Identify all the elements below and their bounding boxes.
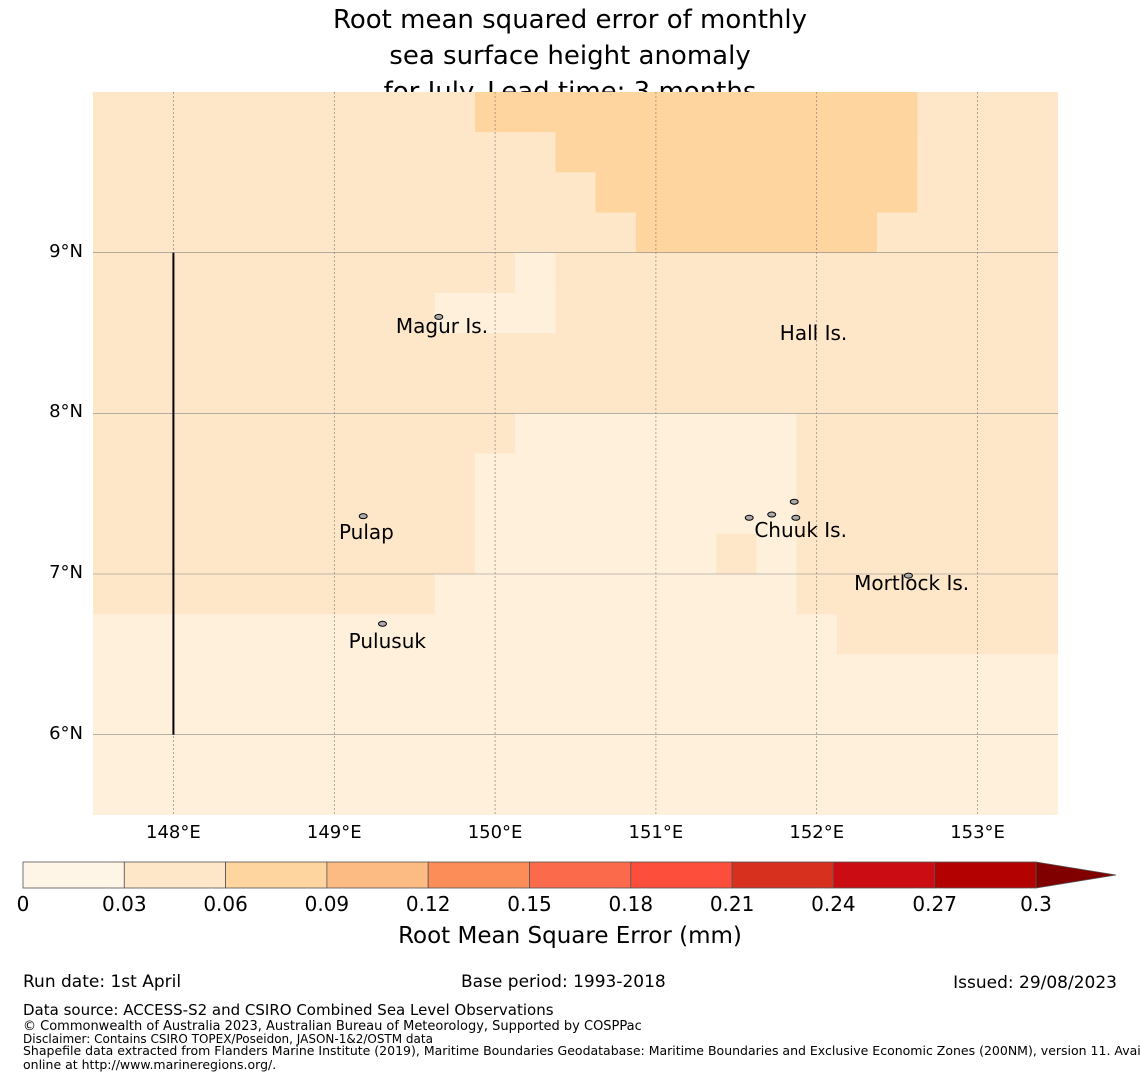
field-cell-mid — [716, 533, 757, 574]
title-line-1: Root mean squared error of monthly — [332, 5, 808, 35]
colorbar-segment — [123, 861, 227, 889]
colorbar-segment — [427, 861, 530, 889]
colorbar-segment — [934, 861, 1037, 889]
colorbar-segment — [731, 861, 834, 889]
colorbar-tick-label: 0.24 — [811, 892, 856, 916]
title-line-2: sea surface height anomaly — [389, 41, 751, 71]
colorbar-tick-label: 0.15 — [507, 892, 552, 916]
colorbar-tick-label: 0.21 — [709, 892, 755, 916]
island-outline — [767, 511, 777, 518]
colorbar-tick-label: 0.27 — [912, 892, 957, 916]
place-label: Pulap — [338, 519, 394, 544]
colorbar-tick-label: 0.3 — [1020, 892, 1052, 916]
longitude-tick-label: 148°E — [146, 822, 201, 843]
copyright: © Commonwealth of Australia 2023, Austra… — [23, 1019, 642, 1034]
island-outline — [789, 498, 799, 505]
field-cell-low — [515, 252, 556, 333]
issued-date: Issued: 29/08/2023 — [953, 973, 1117, 993]
island-outline — [791, 514, 801, 521]
place-label: Hall Is. — [779, 320, 848, 345]
islands-layer — [358, 313, 913, 627]
colorbar-segment — [225, 861, 328, 889]
base-period: Base period: 1993-2018 — [461, 972, 666, 992]
latitude-tick-label: 8°N — [49, 401, 83, 423]
latitude-tick-label: 9°N — [49, 240, 83, 262]
latitude-tick-label: 6°N — [49, 722, 83, 744]
colorbar-title: Root Mean Square Error (mm) — [398, 923, 742, 949]
data-source: Data source: ACCESS-S2 and CSIRO Combine… — [23, 1001, 554, 1019]
longitude-tick-label: 149°E — [306, 822, 362, 843]
colorbar-segment — [326, 861, 429, 889]
colorbar-extend-arrow — [1035, 861, 1117, 889]
island-outline — [378, 620, 387, 627]
colorbar-segment — [22, 861, 125, 889]
island-outline — [744, 514, 754, 521]
longitude-tick-label: 152°E — [789, 822, 845, 843]
place-label: Pulusuk — [348, 629, 426, 654]
colorbar-segment — [529, 861, 632, 889]
colorbar-tick-label: 0 — [16, 892, 30, 916]
longitude-tick-label: 151°E — [628, 822, 684, 843]
disclaimer: Disclaimer: Contains CSIRO TOPEX/Poseido… — [23, 1032, 433, 1046]
island-outline — [903, 572, 913, 579]
run-date: Run date: 1st April — [23, 972, 182, 992]
colorbar-tick-label: 0.06 — [203, 892, 248, 916]
island-outline — [358, 513, 368, 520]
colorbar-segment — [630, 861, 733, 889]
rmse-field — [93, 92, 1058, 815]
colorbar-tick-label: 0.09 — [304, 892, 350, 916]
island-outline — [434, 313, 444, 320]
shapefile-credit-line-1: Shapefile data extracted from Flanders M… — [23, 1043, 1140, 1058]
field-cell-high — [635, 92, 878, 253]
colorbar — [22, 861, 1117, 889]
place-label: Chuuk Is. — [754, 518, 847, 543]
longitude-tick-label: 153°E — [950, 822, 1005, 843]
colorbar-tick-label: 0.18 — [608, 892, 654, 916]
longitude-tick-label: 150°E — [467, 822, 523, 843]
field-cell-mid — [836, 453, 1058, 655]
place-label: Magur Is. — [395, 314, 489, 339]
latitude-tick-label: 7°N — [49, 562, 83, 583]
colorbar-tick-label: 0.03 — [102, 892, 147, 916]
graticule — [93, 92, 1058, 815]
place-label: Mortlock Is. — [854, 571, 970, 596]
shapefile-credit-line-2: online at http://www.marineregions.org/. — [23, 1057, 277, 1072]
colorbar-segment — [833, 861, 936, 889]
colorbar-tick-label: 0.12 — [405, 892, 451, 916]
